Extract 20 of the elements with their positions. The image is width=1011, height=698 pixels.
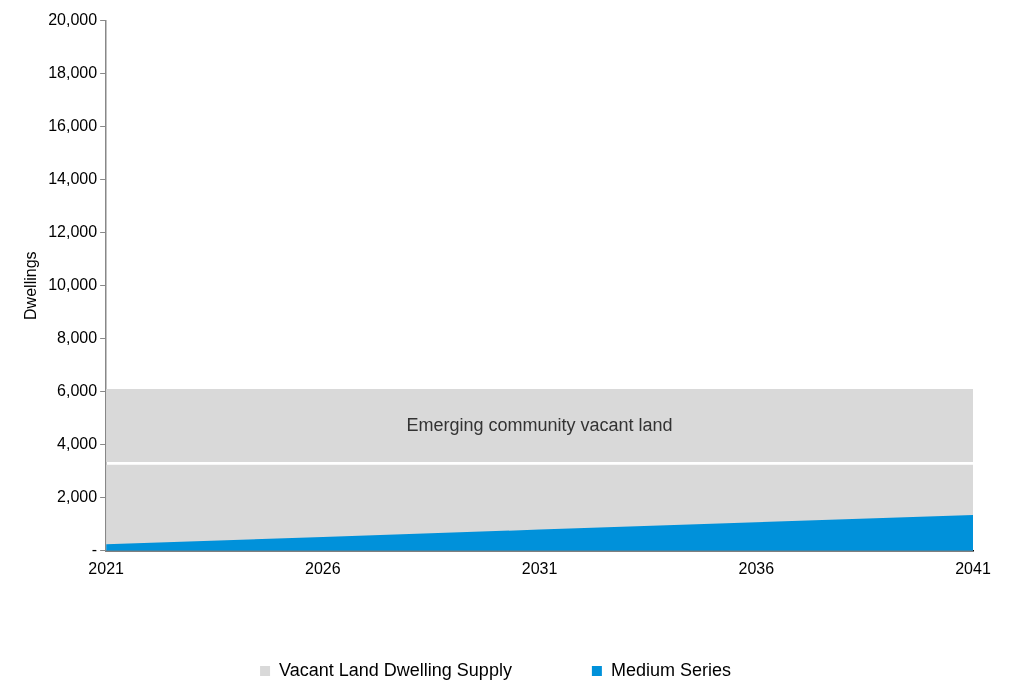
x-tick-label: 2036 [738,559,775,577]
y-axis-title: Dwellings [22,251,40,320]
y-tick-label: 16,000 [48,117,98,135]
y-tick-label: - [91,541,98,559]
y-tick-label: 10,000 [48,276,98,294]
x-tick-label: 2031 [521,559,558,577]
x-tick-label: 2026 [305,559,341,577]
x-tick-label: 2041 [955,559,991,577]
y-tick-label: 12,000 [48,223,98,241]
y-tick-label: 6,000 [57,382,98,400]
x-tick-label: 2021 [88,559,125,577]
y-tick-label: 14,000 [48,170,98,188]
y-tick-label: 20,000 [48,11,98,29]
y-tick-label: 4,000 [57,435,98,453]
y-tick-label: 2,000 [57,488,98,506]
y-tick-label: 18,000 [48,64,98,82]
legend-label: Medium Series [610,659,731,680]
band-label: Emerging community vacant land [406,414,673,435]
legend-label: Vacant Land Dwelling Supply [279,659,512,680]
y-tick-label: 8,000 [57,329,98,347]
